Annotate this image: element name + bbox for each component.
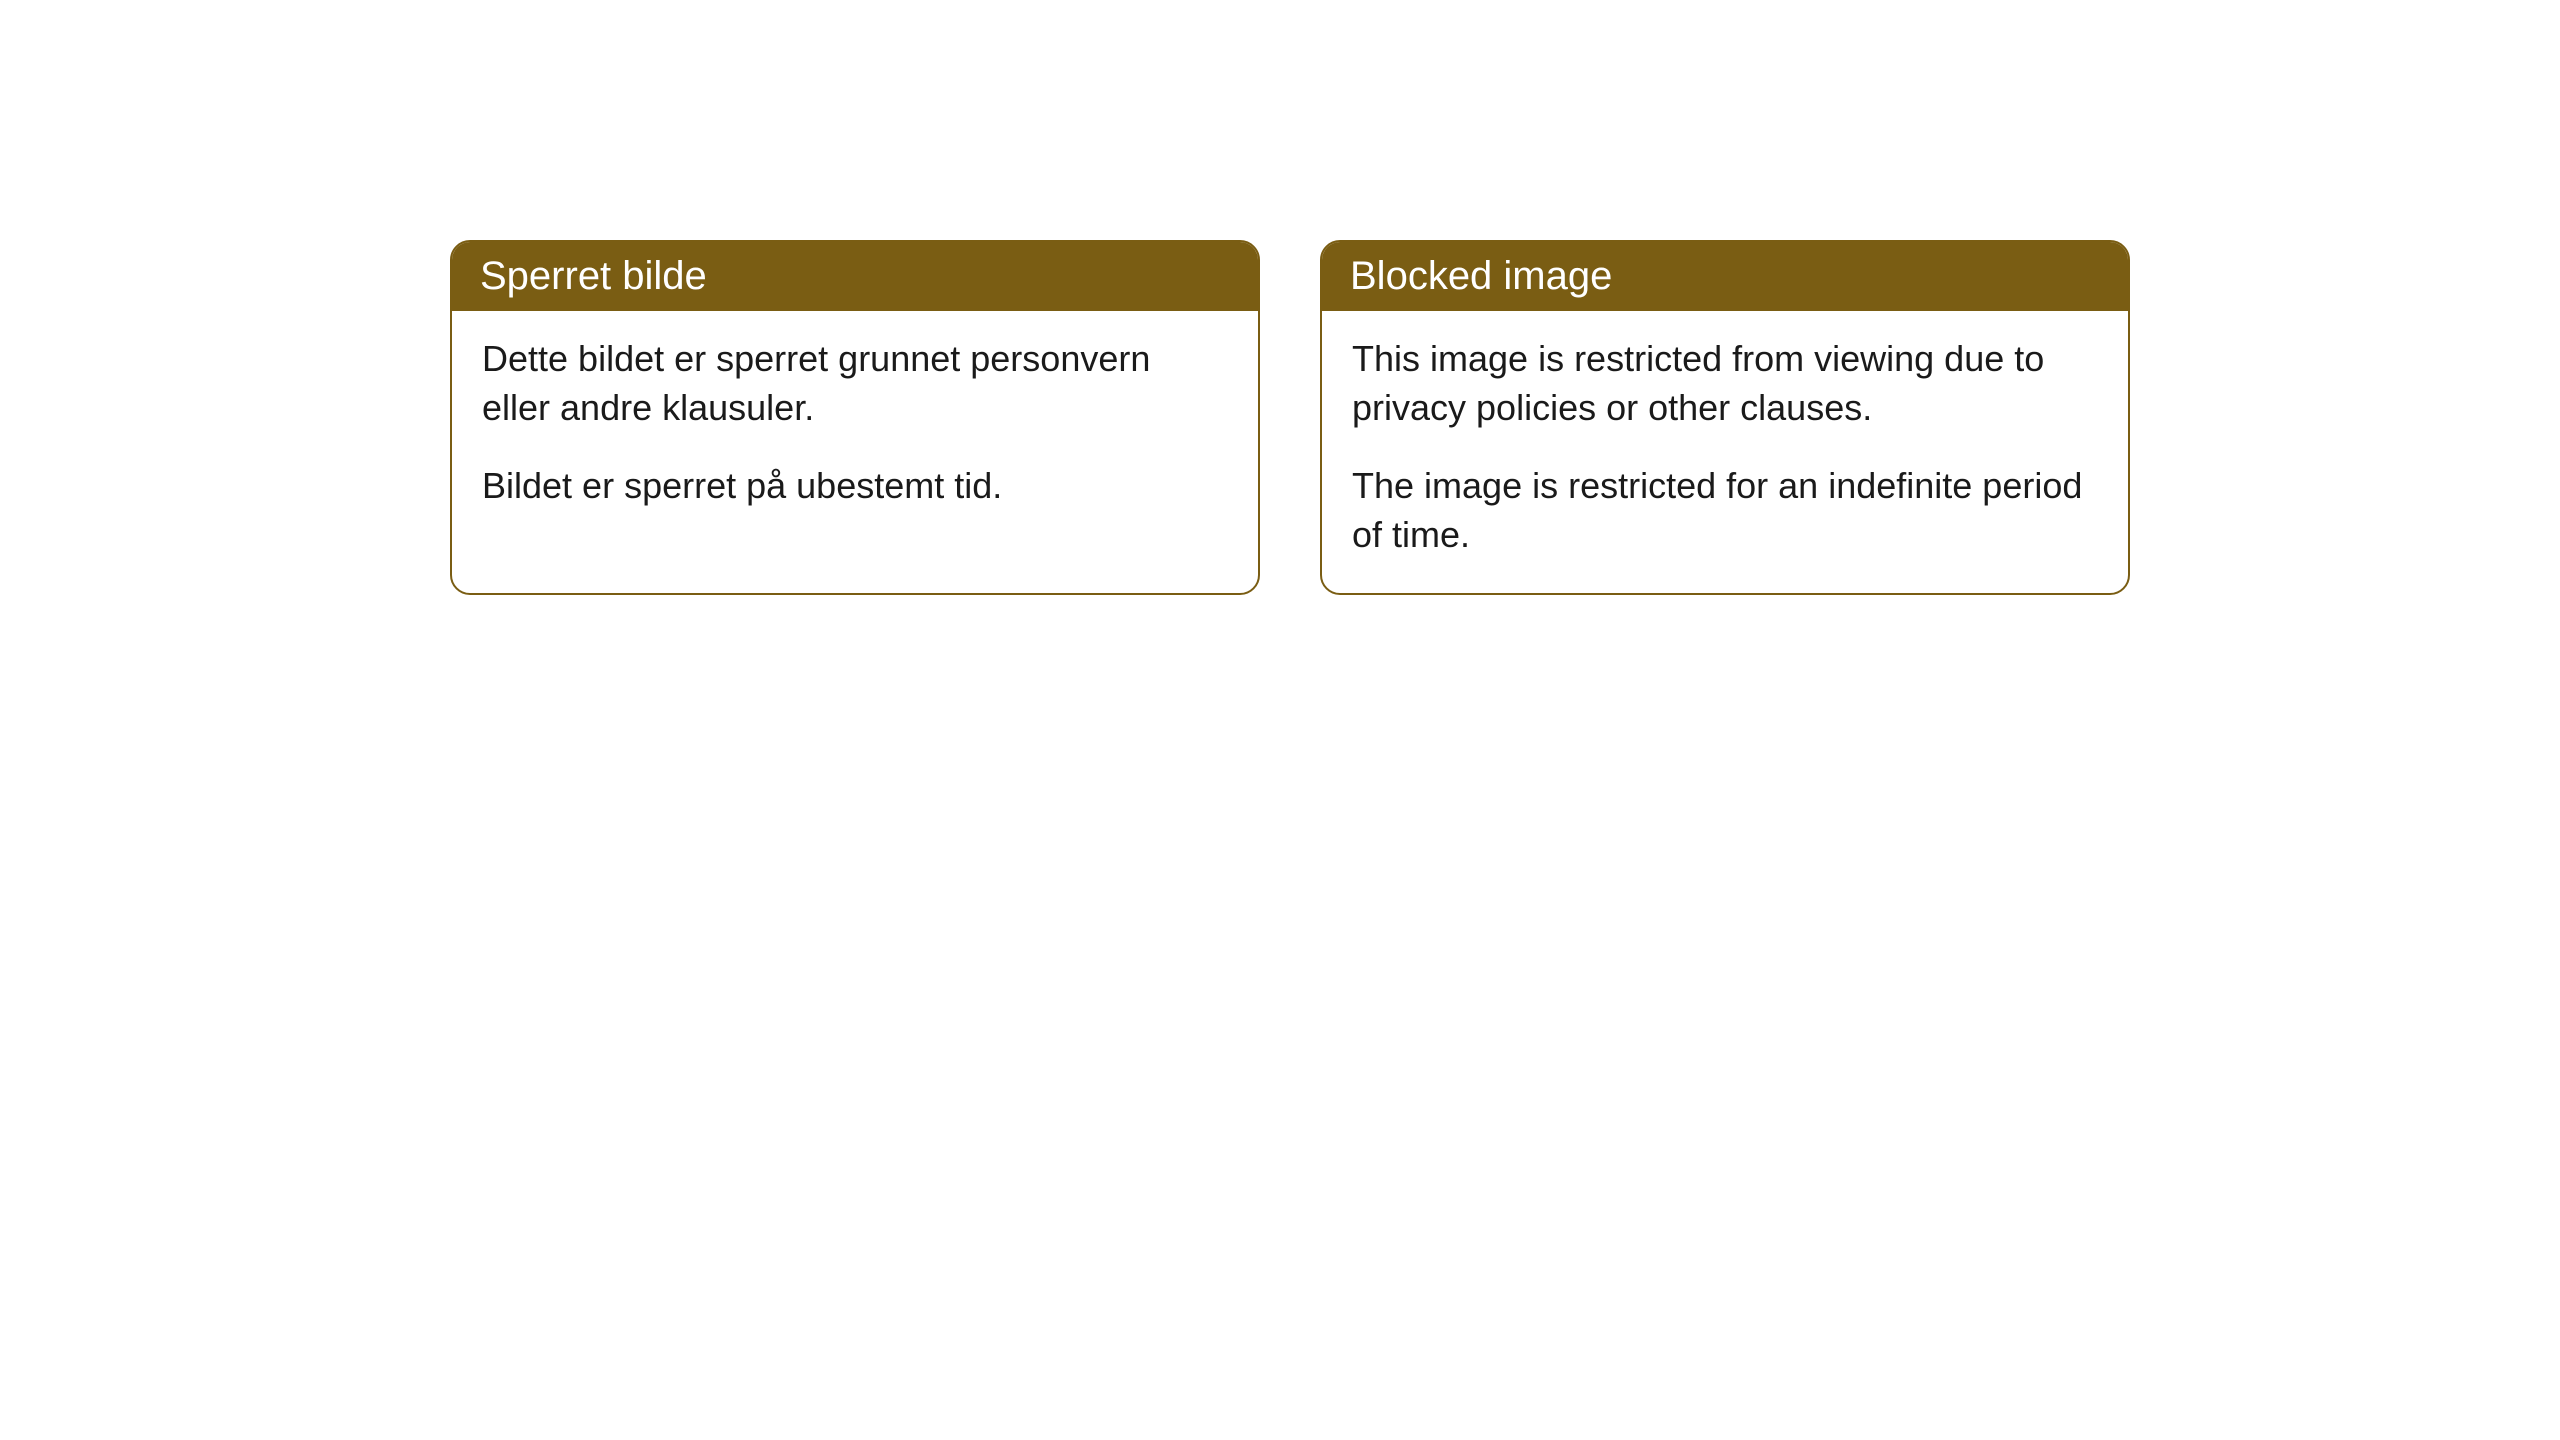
notice-container: Sperret bilde Dette bildet er sperret gr…	[0, 0, 2560, 595]
card-header-no: Sperret bilde	[452, 242, 1258, 311]
card-paragraph-1-en: This image is restricted from viewing du…	[1352, 335, 2098, 432]
card-paragraph-2-no: Bildet er sperret på ubestemt tid.	[482, 462, 1228, 511]
card-body-en: This image is restricted from viewing du…	[1322, 311, 2128, 593]
card-paragraph-1-no: Dette bildet er sperret grunnet personve…	[482, 335, 1228, 432]
card-paragraph-2-en: The image is restricted for an indefinit…	[1352, 462, 2098, 559]
blocked-image-card-no: Sperret bilde Dette bildet er sperret gr…	[450, 240, 1260, 595]
blocked-image-card-en: Blocked image This image is restricted f…	[1320, 240, 2130, 595]
card-body-no: Dette bildet er sperret grunnet personve…	[452, 311, 1258, 545]
card-header-en: Blocked image	[1322, 242, 2128, 311]
